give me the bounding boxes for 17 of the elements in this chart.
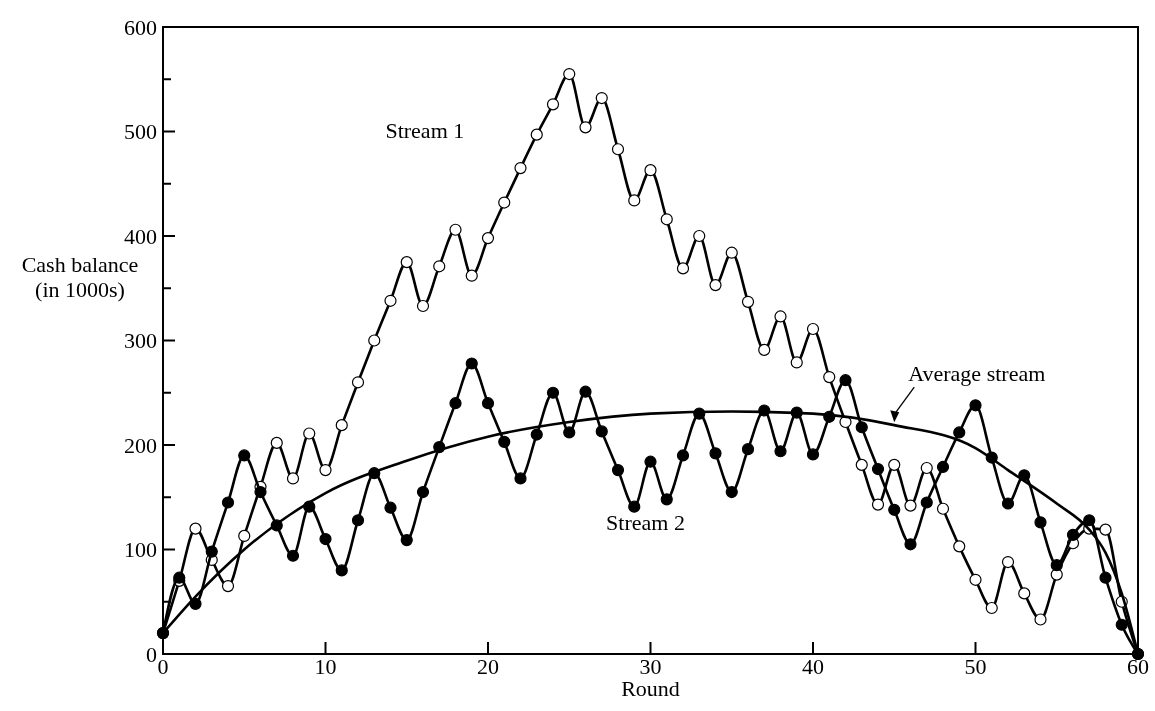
y-tick-label: 600	[124, 14, 157, 40]
x-tick-label: 40	[802, 654, 824, 679]
y-tick-label: 400	[124, 223, 157, 249]
text: Stream 1	[385, 117, 465, 143]
x-axis-title: Round	[621, 676, 680, 701]
x-tick-label: 20	[477, 654, 499, 679]
y-tick-label: 200	[124, 432, 157, 458]
y-tick-label: 300	[124, 328, 157, 354]
y-axis-title: Cash balance (in 1000s)	[21, 252, 139, 302]
series-label: Average stream	[908, 361, 1046, 387]
x-tick-label: 30	[639, 654, 662, 679]
x-tick-label: 10	[314, 654, 337, 679]
series-label: Stream 2	[606, 509, 685, 535]
x-tick-label: 60	[1127, 654, 1149, 679]
x-tick-label: 50	[964, 654, 987, 679]
y-tick-label: 500	[124, 119, 157, 145]
y-tick-label: 100	[124, 537, 157, 563]
